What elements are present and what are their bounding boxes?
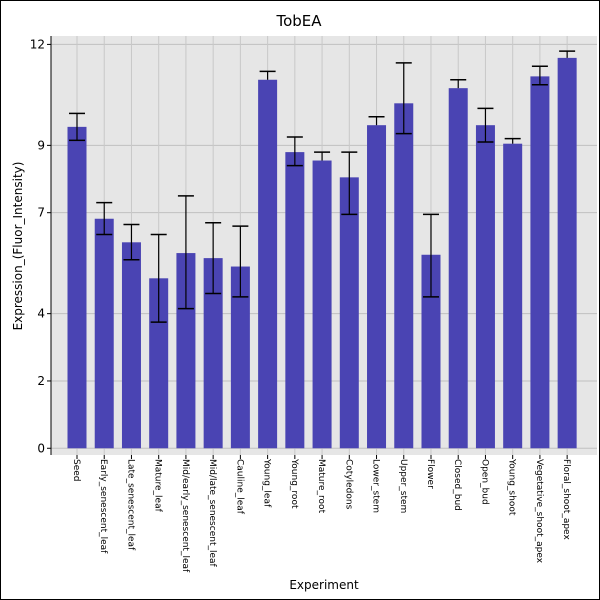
x-tick-label: Lower_stem (371, 459, 381, 513)
bar (339, 177, 359, 449)
x-tick-label: Upper_stem (398, 459, 408, 513)
y-tick-label: 7 (37, 206, 45, 220)
bar (285, 152, 305, 449)
x-tick-label: Early_senescent_leaf (98, 459, 108, 554)
bar (121, 242, 141, 449)
bar (394, 103, 414, 449)
y-axis-label: Expression_(Fluor_Intensity) (11, 162, 25, 331)
bar (530, 76, 550, 449)
y-tick-label: 2 (37, 374, 45, 388)
x-tick-label: Cauline_leaf (234, 459, 244, 515)
x-axis-label: Experiment (289, 578, 359, 592)
x-tick-label: Mid/early_senescent_leaf (180, 459, 190, 573)
x-tick-label: Closed_bud (452, 459, 462, 511)
x-tick-label: Open_bud (479, 459, 489, 505)
bars-group (67, 57, 577, 449)
x-tick-label: Mature_root (316, 459, 326, 514)
error-bars-group (69, 50, 576, 323)
x-tick-label: Floral_shoot_apex (561, 459, 571, 540)
y-tick-label: 9 (37, 138, 45, 152)
bar (67, 126, 87, 449)
x-tick-label: Mature_leaf (153, 459, 163, 513)
bar (203, 258, 223, 449)
bar (448, 88, 468, 449)
bar (503, 143, 523, 449)
y-tick-label: 12 (30, 37, 45, 51)
x-tick-label: Late_senescent_leaf (125, 459, 135, 551)
x-tick-label: Mid/late_senescent_leaf (207, 459, 217, 568)
x-tick-label: Young_leaf (262, 458, 272, 508)
bar (367, 125, 387, 449)
y-axis: 0 2 4 7 9 12 (30, 36, 52, 455)
bar (94, 218, 114, 449)
y-tick-label: 4 (37, 307, 45, 321)
bar (312, 160, 332, 449)
bar (421, 254, 441, 449)
x-tick-label: Flower (425, 459, 435, 489)
bar (176, 253, 196, 449)
x-tick-label: Cotyledons (343, 459, 353, 510)
x-tick-label: Young_shoot (507, 458, 517, 516)
y-tick-label: 0 (37, 441, 45, 455)
bar (230, 266, 250, 449)
bar (149, 278, 169, 449)
chart-title: TobEA (275, 12, 322, 30)
x-tick-label: Young_root (289, 458, 299, 509)
bar (258, 79, 278, 449)
bar (475, 125, 495, 449)
x-tick-label: Seed (71, 459, 81, 482)
x-tick-label: Vegetative_shoot_apex (534, 459, 544, 564)
bar (557, 57, 577, 449)
x-axis-category-labels: Seed Early_senescent_leaf Late_senescent_l… (71, 455, 571, 573)
